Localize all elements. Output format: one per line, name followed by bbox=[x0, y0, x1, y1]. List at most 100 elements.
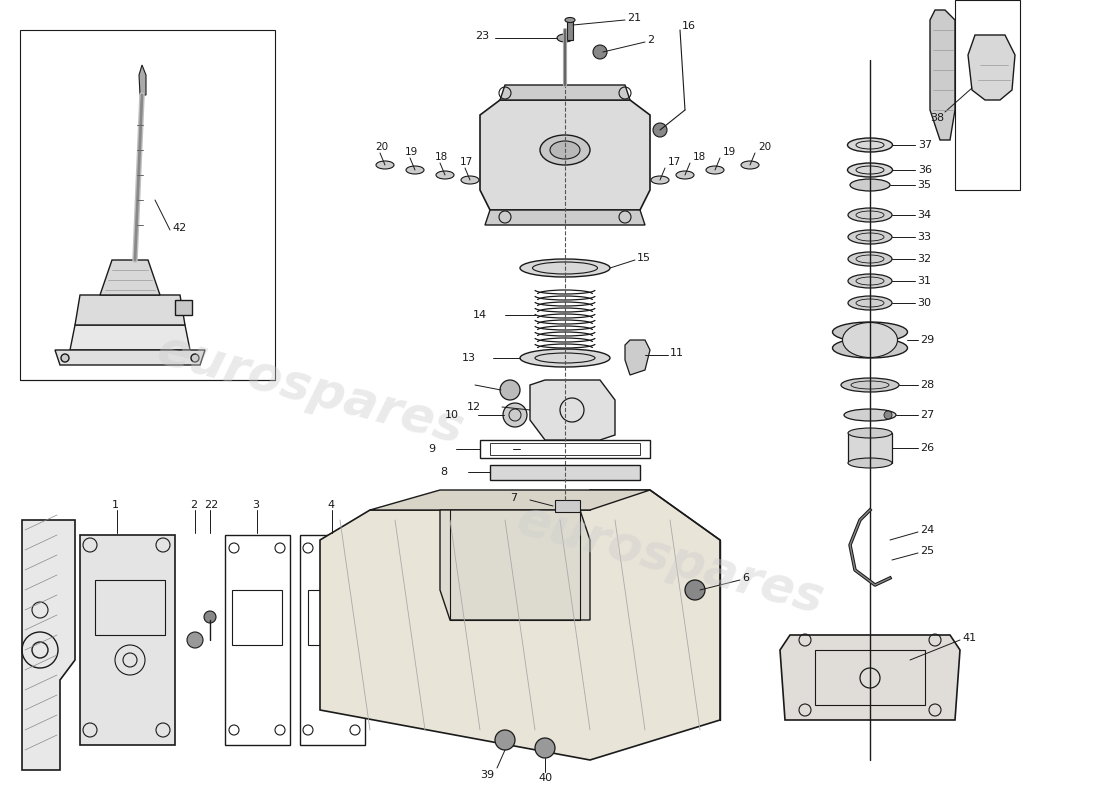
Text: 9: 9 bbox=[428, 444, 436, 454]
Ellipse shape bbox=[436, 171, 454, 179]
Text: eurospares: eurospares bbox=[151, 326, 469, 454]
Polygon shape bbox=[80, 535, 175, 745]
Ellipse shape bbox=[844, 409, 896, 421]
Text: 14: 14 bbox=[473, 310, 487, 320]
Polygon shape bbox=[320, 490, 720, 760]
Polygon shape bbox=[968, 35, 1015, 100]
Ellipse shape bbox=[848, 208, 892, 222]
Text: 7: 7 bbox=[510, 493, 517, 503]
Ellipse shape bbox=[847, 163, 892, 177]
Circle shape bbox=[495, 730, 515, 750]
Polygon shape bbox=[485, 210, 645, 225]
Bar bbox=[308, 590, 358, 645]
Ellipse shape bbox=[706, 166, 724, 174]
Text: 4: 4 bbox=[327, 500, 334, 510]
Text: 12: 12 bbox=[468, 402, 481, 412]
Circle shape bbox=[593, 45, 607, 59]
Text: 18: 18 bbox=[434, 152, 449, 162]
Ellipse shape bbox=[848, 230, 892, 244]
Polygon shape bbox=[500, 85, 630, 100]
Text: 35: 35 bbox=[917, 180, 931, 190]
Text: 1: 1 bbox=[112, 500, 119, 510]
Text: 38: 38 bbox=[930, 113, 944, 123]
Circle shape bbox=[191, 354, 199, 362]
Text: 10: 10 bbox=[446, 410, 459, 420]
Text: 20: 20 bbox=[758, 142, 771, 152]
Text: 23: 23 bbox=[475, 31, 490, 41]
Circle shape bbox=[187, 632, 204, 648]
Polygon shape bbox=[780, 635, 960, 720]
Polygon shape bbox=[530, 380, 615, 440]
Ellipse shape bbox=[520, 259, 610, 277]
Text: 25: 25 bbox=[920, 546, 934, 556]
Text: 17: 17 bbox=[460, 157, 473, 167]
Text: 30: 30 bbox=[917, 298, 931, 308]
Bar bbox=[556, 500, 580, 512]
Text: 19: 19 bbox=[723, 147, 736, 157]
Text: 34: 34 bbox=[917, 210, 931, 220]
Polygon shape bbox=[480, 100, 650, 210]
Ellipse shape bbox=[847, 138, 892, 152]
Polygon shape bbox=[100, 260, 160, 295]
Bar bbox=[566, 20, 573, 40]
Text: 32: 32 bbox=[917, 254, 931, 264]
Text: 16: 16 bbox=[682, 21, 696, 31]
Text: eurospares: eurospares bbox=[512, 496, 828, 624]
Text: 29: 29 bbox=[920, 335, 934, 345]
Text: 36: 36 bbox=[918, 165, 932, 175]
Text: 26: 26 bbox=[920, 443, 934, 453]
Polygon shape bbox=[55, 350, 205, 365]
Text: 40: 40 bbox=[538, 773, 552, 783]
Bar bbox=[815, 650, 925, 705]
Ellipse shape bbox=[461, 176, 478, 184]
Circle shape bbox=[685, 580, 705, 600]
Ellipse shape bbox=[848, 458, 892, 468]
Bar bbox=[480, 440, 650, 458]
Ellipse shape bbox=[741, 161, 759, 169]
Text: 27: 27 bbox=[920, 410, 934, 420]
Ellipse shape bbox=[540, 135, 590, 165]
Ellipse shape bbox=[833, 322, 908, 342]
Ellipse shape bbox=[557, 34, 573, 42]
Ellipse shape bbox=[843, 322, 898, 358]
Bar bbox=[490, 443, 640, 455]
Ellipse shape bbox=[848, 252, 892, 266]
Polygon shape bbox=[930, 10, 955, 140]
Text: 13: 13 bbox=[462, 353, 476, 363]
Ellipse shape bbox=[848, 296, 892, 310]
Text: 28: 28 bbox=[920, 380, 934, 390]
Text: 3: 3 bbox=[252, 500, 258, 510]
Text: 22: 22 bbox=[204, 500, 218, 510]
Text: 18: 18 bbox=[693, 152, 706, 162]
Polygon shape bbox=[440, 510, 590, 620]
Ellipse shape bbox=[550, 141, 580, 159]
Text: 42: 42 bbox=[172, 223, 186, 233]
Polygon shape bbox=[22, 520, 75, 770]
Text: 21: 21 bbox=[627, 13, 641, 23]
Text: 37: 37 bbox=[918, 140, 932, 150]
Bar bbox=[232, 590, 282, 645]
Text: 19: 19 bbox=[405, 147, 418, 157]
Polygon shape bbox=[70, 325, 190, 350]
Bar bbox=[95, 580, 165, 635]
Ellipse shape bbox=[651, 176, 669, 184]
Ellipse shape bbox=[376, 161, 394, 169]
Ellipse shape bbox=[520, 349, 610, 367]
Circle shape bbox=[535, 738, 556, 758]
Text: 8: 8 bbox=[440, 467, 447, 477]
Text: 33: 33 bbox=[917, 232, 931, 242]
Polygon shape bbox=[139, 65, 146, 95]
Text: 11: 11 bbox=[670, 348, 684, 358]
Text: 2: 2 bbox=[190, 500, 197, 510]
Ellipse shape bbox=[565, 18, 575, 22]
Text: 17: 17 bbox=[668, 157, 681, 167]
Ellipse shape bbox=[850, 179, 890, 191]
Text: 15: 15 bbox=[637, 253, 651, 263]
Circle shape bbox=[60, 354, 69, 362]
Ellipse shape bbox=[676, 171, 694, 179]
Circle shape bbox=[500, 380, 520, 400]
Text: 41: 41 bbox=[962, 633, 976, 643]
Text: 20: 20 bbox=[375, 142, 388, 152]
Polygon shape bbox=[848, 433, 892, 463]
Circle shape bbox=[653, 123, 667, 137]
